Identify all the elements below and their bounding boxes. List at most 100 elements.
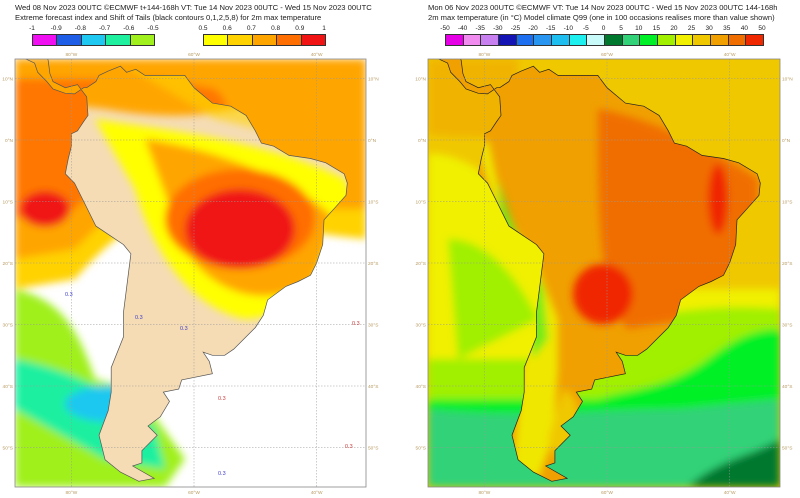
colorbar-swatch (640, 35, 659, 45)
colorbar-temperature-ticks: -50 -40 -35 -30 -25 -20 -15 -10 -5 0 5 10 15 20 25 30 35… (440, 25, 766, 33)
contour-label: 0.3 (218, 471, 226, 477)
south-america-coastline (437, 59, 761, 482)
colorbar-swatch (33, 35, 58, 45)
colorbar-swatch (57, 35, 82, 45)
right-title-line1: Mon 06 Nov 2023 00UTC ©ECMWF VT: Tue 14 … (428, 3, 778, 12)
contour-label: 0.3 (345, 444, 353, 450)
colorbar-tick: -50 (440, 25, 450, 32)
colorbar-swatch (569, 35, 588, 45)
colorbar-swatch (658, 35, 676, 45)
colorbar-tick: -20 (528, 25, 538, 32)
colorbar-swatch (81, 35, 107, 45)
lat-label: 10°S (416, 200, 426, 206)
lat-label: 20°S (782, 261, 792, 267)
colorbar-swatch (693, 35, 712, 45)
colorbar-swatch (130, 35, 155, 45)
colorbar-tick: 1 (322, 25, 326, 32)
contour-label: 0.3 (218, 396, 226, 402)
colorbar-tick: -0.9 (50, 25, 62, 32)
colorbar-tick: 10 (635, 25, 643, 32)
colorbar-tick: 0.8 (271, 25, 281, 32)
colorbar-swatch (106, 35, 131, 45)
colorbar-swatch (534, 35, 553, 45)
lat-label: 20°S (416, 261, 426, 267)
lon-label: 60°W (601, 52, 613, 58)
lon-label: 60°W (188, 52, 200, 58)
colorbar-swatch (605, 35, 623, 45)
left-title-line2: Extreme forecast index and Shift of Tail… (15, 13, 322, 22)
colorbar-tick: -15 (545, 25, 556, 32)
colorbar-tick: 0 (601, 25, 606, 32)
colorbar-tick: -40 (457, 25, 468, 32)
colorbar-negative (32, 34, 155, 46)
colorbar-swatch (622, 35, 641, 45)
left-title-line1: Wed 08 Nov 2023 00UTC ©ECMWF t+144-168h … (15, 3, 372, 12)
colorbar-tick: 50 (758, 25, 766, 32)
lon-label: 80°W (66, 52, 78, 58)
lat-label: 0°N (782, 138, 791, 144)
colorbar-swatch (252, 35, 278, 45)
colorbar-swatch (499, 35, 517, 45)
colorbar-tick: 30 (705, 25, 713, 32)
lon-label: 40°W (311, 490, 323, 496)
lat-label: 10°S (368, 200, 378, 206)
contour-label: 0.3 (135, 315, 143, 321)
colorbar-swatch (746, 35, 764, 45)
colorbar-swatch (516, 35, 535, 45)
colorbar-tick: -0.8 (74, 25, 86, 32)
colorbar-tick: 20 (670, 25, 678, 32)
lat-label: 10°S (782, 200, 792, 206)
contour-label: 0.3 (180, 326, 188, 332)
colorbar-swatch (463, 35, 482, 45)
left-map-frame (14, 58, 367, 488)
lat-label: 50°S (782, 446, 792, 452)
colorbar-swatch (301, 35, 326, 45)
lat-label: 10°S (3, 200, 13, 206)
colorbar-tick: 15 (652, 25, 660, 32)
colorbar-tick: -0.5 (147, 25, 159, 32)
left-map (15, 59, 366, 487)
lat-label: 10°N (368, 77, 379, 83)
colorbar-swatch (552, 35, 570, 45)
colorbar-swatch (204, 35, 229, 45)
colorbar-tick: -30 (493, 25, 503, 32)
lat-label: 0°N (418, 138, 427, 144)
colorbar-tick: 0.5 (198, 25, 208, 32)
south-america-coastline (24, 59, 348, 482)
right-title-line2: 2m max temperature (in °C) Model climate… (428, 13, 775, 22)
colorbar-positive (203, 34, 326, 46)
lat-label: 10°N (2, 77, 13, 83)
colorbar-swatch (481, 35, 500, 45)
lat-label: 30°S (416, 323, 426, 329)
right-map (428, 59, 780, 487)
lat-label: 20°S (3, 261, 13, 267)
colorbar-tick: 25 (687, 25, 696, 32)
colorbar-tick: -10 (563, 25, 573, 32)
colorbar-swatch (675, 35, 694, 45)
lat-label: 10°N (415, 77, 426, 83)
lon-label: 40°W (311, 52, 323, 58)
colorbar-tick: -0.6 (123, 25, 135, 32)
colorbar-tick: 40 (740, 25, 748, 32)
colorbar-positive-ticks: 0.5 0.6 0.7 0.8 0.9 1 (198, 25, 326, 33)
lat-label: 50°S (368, 446, 378, 452)
lat-label: 40°S (3, 384, 13, 390)
colorbar-tick: 0.9 (295, 25, 305, 32)
lat-label: 30°S (3, 323, 13, 329)
colorbar-tick: 0.7 (246, 25, 256, 32)
colorbar-swatch (446, 35, 464, 45)
colorbar-tick: 0.6 (222, 25, 232, 32)
colorbar-negative-ticks: -1 -0.9 -0.8 -0.7 -0.6 -0.5 (29, 25, 158, 33)
contour-label: 0.3 (65, 292, 73, 298)
colorbar-temperature (445, 34, 764, 46)
lat-label: 40°S (416, 384, 426, 390)
colorbar-swatch (228, 35, 253, 45)
lon-label: 60°W (601, 490, 613, 496)
lat-label: 10°N (782, 77, 793, 83)
lat-label: 50°S (3, 446, 13, 452)
lat-label: 50°S (416, 446, 426, 452)
lat-label: 30°S (782, 323, 792, 329)
right-map-frame (427, 58, 781, 488)
lat-label: 30°S (368, 323, 378, 329)
